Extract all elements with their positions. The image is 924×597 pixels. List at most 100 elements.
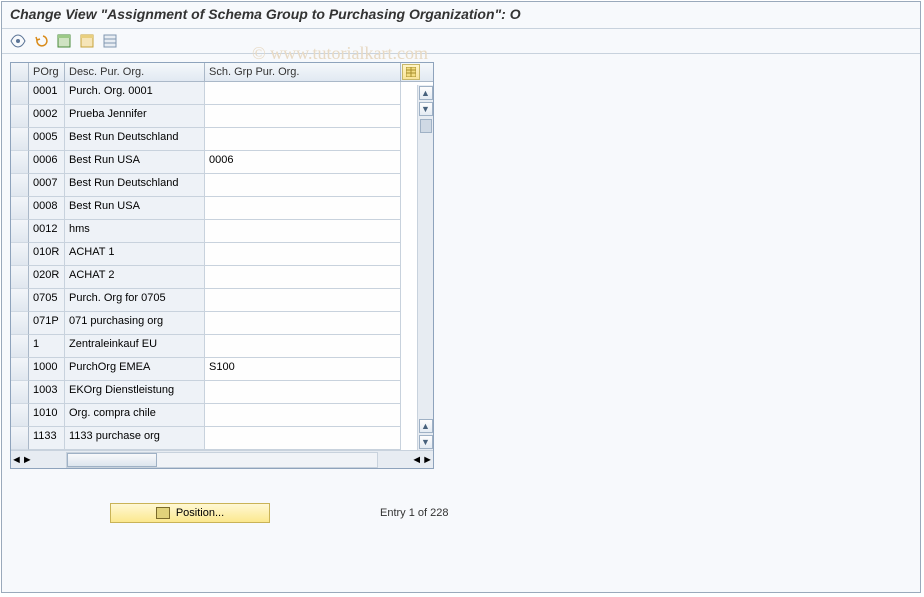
cell-desc: 1133 purchase org xyxy=(65,427,205,450)
scroll-up2-icon[interactable]: ▲ xyxy=(419,419,433,433)
scroll-right-icon[interactable]: ► xyxy=(22,454,33,466)
cell-porg: 010R xyxy=(29,243,65,266)
row-selector[interactable] xyxy=(11,427,29,450)
vertical-scrollbar[interactable]: ▲ ▼ ▲ ▼ xyxy=(417,85,433,450)
cell-desc: ACHAT 1 xyxy=(65,243,205,266)
grid-body: 0001Purch. Org. 00010002Prueba Jennifer0… xyxy=(11,82,433,450)
row-selector[interactable] xyxy=(11,335,29,358)
scroll-up-icon[interactable]: ▲ xyxy=(419,86,433,100)
hscroll-track[interactable] xyxy=(66,452,378,468)
horizontal-scrollbar[interactable]: ◄ ► ◄ ► xyxy=(11,450,433,468)
table-row: 0005Best Run Deutschland xyxy=(11,128,433,151)
undo-icon[interactable] xyxy=(31,32,51,50)
table-row: 0007Best Run Deutschland xyxy=(11,174,433,197)
cell-schg[interactable] xyxy=(205,174,401,197)
row-selector[interactable] xyxy=(11,82,29,105)
display-toggle-icon[interactable] xyxy=(8,32,28,50)
cell-schg[interactable] xyxy=(205,312,401,335)
app-window: Change View "Assignment of Schema Group … xyxy=(1,1,921,593)
row-selector[interactable] xyxy=(11,151,29,174)
table-row: 010RACHAT 1 xyxy=(11,243,433,266)
hscroll-thumb[interactable] xyxy=(67,453,157,467)
table-settings-icon[interactable] xyxy=(100,32,120,50)
row-selector[interactable] xyxy=(11,266,29,289)
cell-schg[interactable]: S100 xyxy=(205,358,401,381)
col-header-schg[interactable]: Sch. Grp Pur. Org. xyxy=(205,63,401,81)
cell-porg: 1003 xyxy=(29,381,65,404)
cell-desc: ACHAT 2 xyxy=(65,266,205,289)
entry-counter: Entry 1 of 228 xyxy=(380,507,449,519)
position-icon xyxy=(156,507,170,519)
table-row: 0001Purch. Org. 0001 xyxy=(11,82,433,105)
table-row: 1Zentraleinkauf EU xyxy=(11,335,433,358)
cell-schg[interactable] xyxy=(205,82,401,105)
cell-schg[interactable] xyxy=(205,243,401,266)
cell-porg: 0007 xyxy=(29,174,65,197)
table-row: 1003EKOrg Dienstleistung xyxy=(11,381,433,404)
cell-schg[interactable] xyxy=(205,220,401,243)
row-selector[interactable] xyxy=(11,105,29,128)
row-selector[interactable] xyxy=(11,197,29,220)
row-selector[interactable] xyxy=(11,220,29,243)
cell-desc: Best Run USA xyxy=(65,197,205,220)
cell-desc: Org. compra chile xyxy=(65,404,205,427)
row-selector[interactable] xyxy=(11,404,29,427)
row-selector[interactable] xyxy=(11,128,29,151)
cell-porg: 1000 xyxy=(29,358,65,381)
cell-desc: EKOrg Dienstleistung xyxy=(65,381,205,404)
col-header-desc[interactable]: Desc. Pur. Org. xyxy=(65,63,205,81)
content-area: POrg Desc. Pur. Org. Sch. Grp Pur. Org. … xyxy=(2,54,920,531)
table-row: 0012hms xyxy=(11,220,433,243)
row-selector[interactable] xyxy=(11,381,29,404)
scroll-thumb[interactable] xyxy=(420,119,432,133)
configure-columns-icon[interactable] xyxy=(402,64,420,80)
position-button[interactable]: Position... xyxy=(110,503,270,523)
cell-schg[interactable] xyxy=(205,128,401,151)
deselect-all-icon[interactable] xyxy=(77,32,97,50)
row-selector[interactable] xyxy=(11,289,29,312)
table-row: 11331133 purchase org xyxy=(11,427,433,450)
cell-schg[interactable] xyxy=(205,289,401,312)
row-selector[interactable] xyxy=(11,174,29,197)
cell-desc: Best Run Deutschland xyxy=(65,174,205,197)
cell-schg[interactable] xyxy=(205,404,401,427)
cell-desc: 071 purchasing org xyxy=(65,312,205,335)
cell-schg[interactable]: 0006 xyxy=(205,151,401,174)
cell-desc: Purch. Org for 0705 xyxy=(65,289,205,312)
title-bar: Change View "Assignment of Schema Group … xyxy=(2,2,920,29)
col-header-porg[interactable]: POrg xyxy=(29,63,65,81)
row-selector[interactable] xyxy=(11,358,29,381)
cell-schg[interactable] xyxy=(205,105,401,128)
cell-schg[interactable] xyxy=(205,335,401,358)
scroll-down-icon[interactable]: ▼ xyxy=(419,102,433,116)
scroll-left2-icon[interactable]: ◄ xyxy=(411,454,422,466)
cell-porg: 1 xyxy=(29,335,65,358)
cell-porg: 0705 xyxy=(29,289,65,312)
toolbar: © www.tutorialkart.com xyxy=(2,29,920,54)
cell-porg: 0005 xyxy=(29,128,65,151)
window-title: Change View "Assignment of Schema Group … xyxy=(10,6,521,22)
cell-porg: 0002 xyxy=(29,105,65,128)
cell-desc: Zentraleinkauf EU xyxy=(65,335,205,358)
cell-porg: 1133 xyxy=(29,427,65,450)
cell-porg: 020R xyxy=(29,266,65,289)
table-row: 0705Purch. Org for 0705 xyxy=(11,289,433,312)
cell-schg[interactable] xyxy=(205,266,401,289)
cell-desc: Prueba Jennifer xyxy=(65,105,205,128)
cell-schg[interactable] xyxy=(205,427,401,450)
cell-schg[interactable] xyxy=(205,381,401,404)
row-selector[interactable] xyxy=(11,243,29,266)
footer-row: Position... Entry 1 of 228 xyxy=(10,503,912,523)
cell-desc: Best Run USA xyxy=(65,151,205,174)
row-selector-header[interactable] xyxy=(11,63,29,81)
row-selector[interactable] xyxy=(11,312,29,335)
cell-porg: 0006 xyxy=(29,151,65,174)
scroll-right2-icon[interactable]: ► xyxy=(422,454,433,466)
cell-schg[interactable] xyxy=(205,197,401,220)
scroll-down2-icon[interactable]: ▼ xyxy=(419,435,433,449)
scroll-left-icon[interactable]: ◄ xyxy=(11,454,22,466)
select-all-icon[interactable] xyxy=(54,32,74,50)
cell-desc: hms xyxy=(65,220,205,243)
data-grid: POrg Desc. Pur. Org. Sch. Grp Pur. Org. … xyxy=(10,62,434,469)
table-row: 1010Org. compra chile xyxy=(11,404,433,427)
